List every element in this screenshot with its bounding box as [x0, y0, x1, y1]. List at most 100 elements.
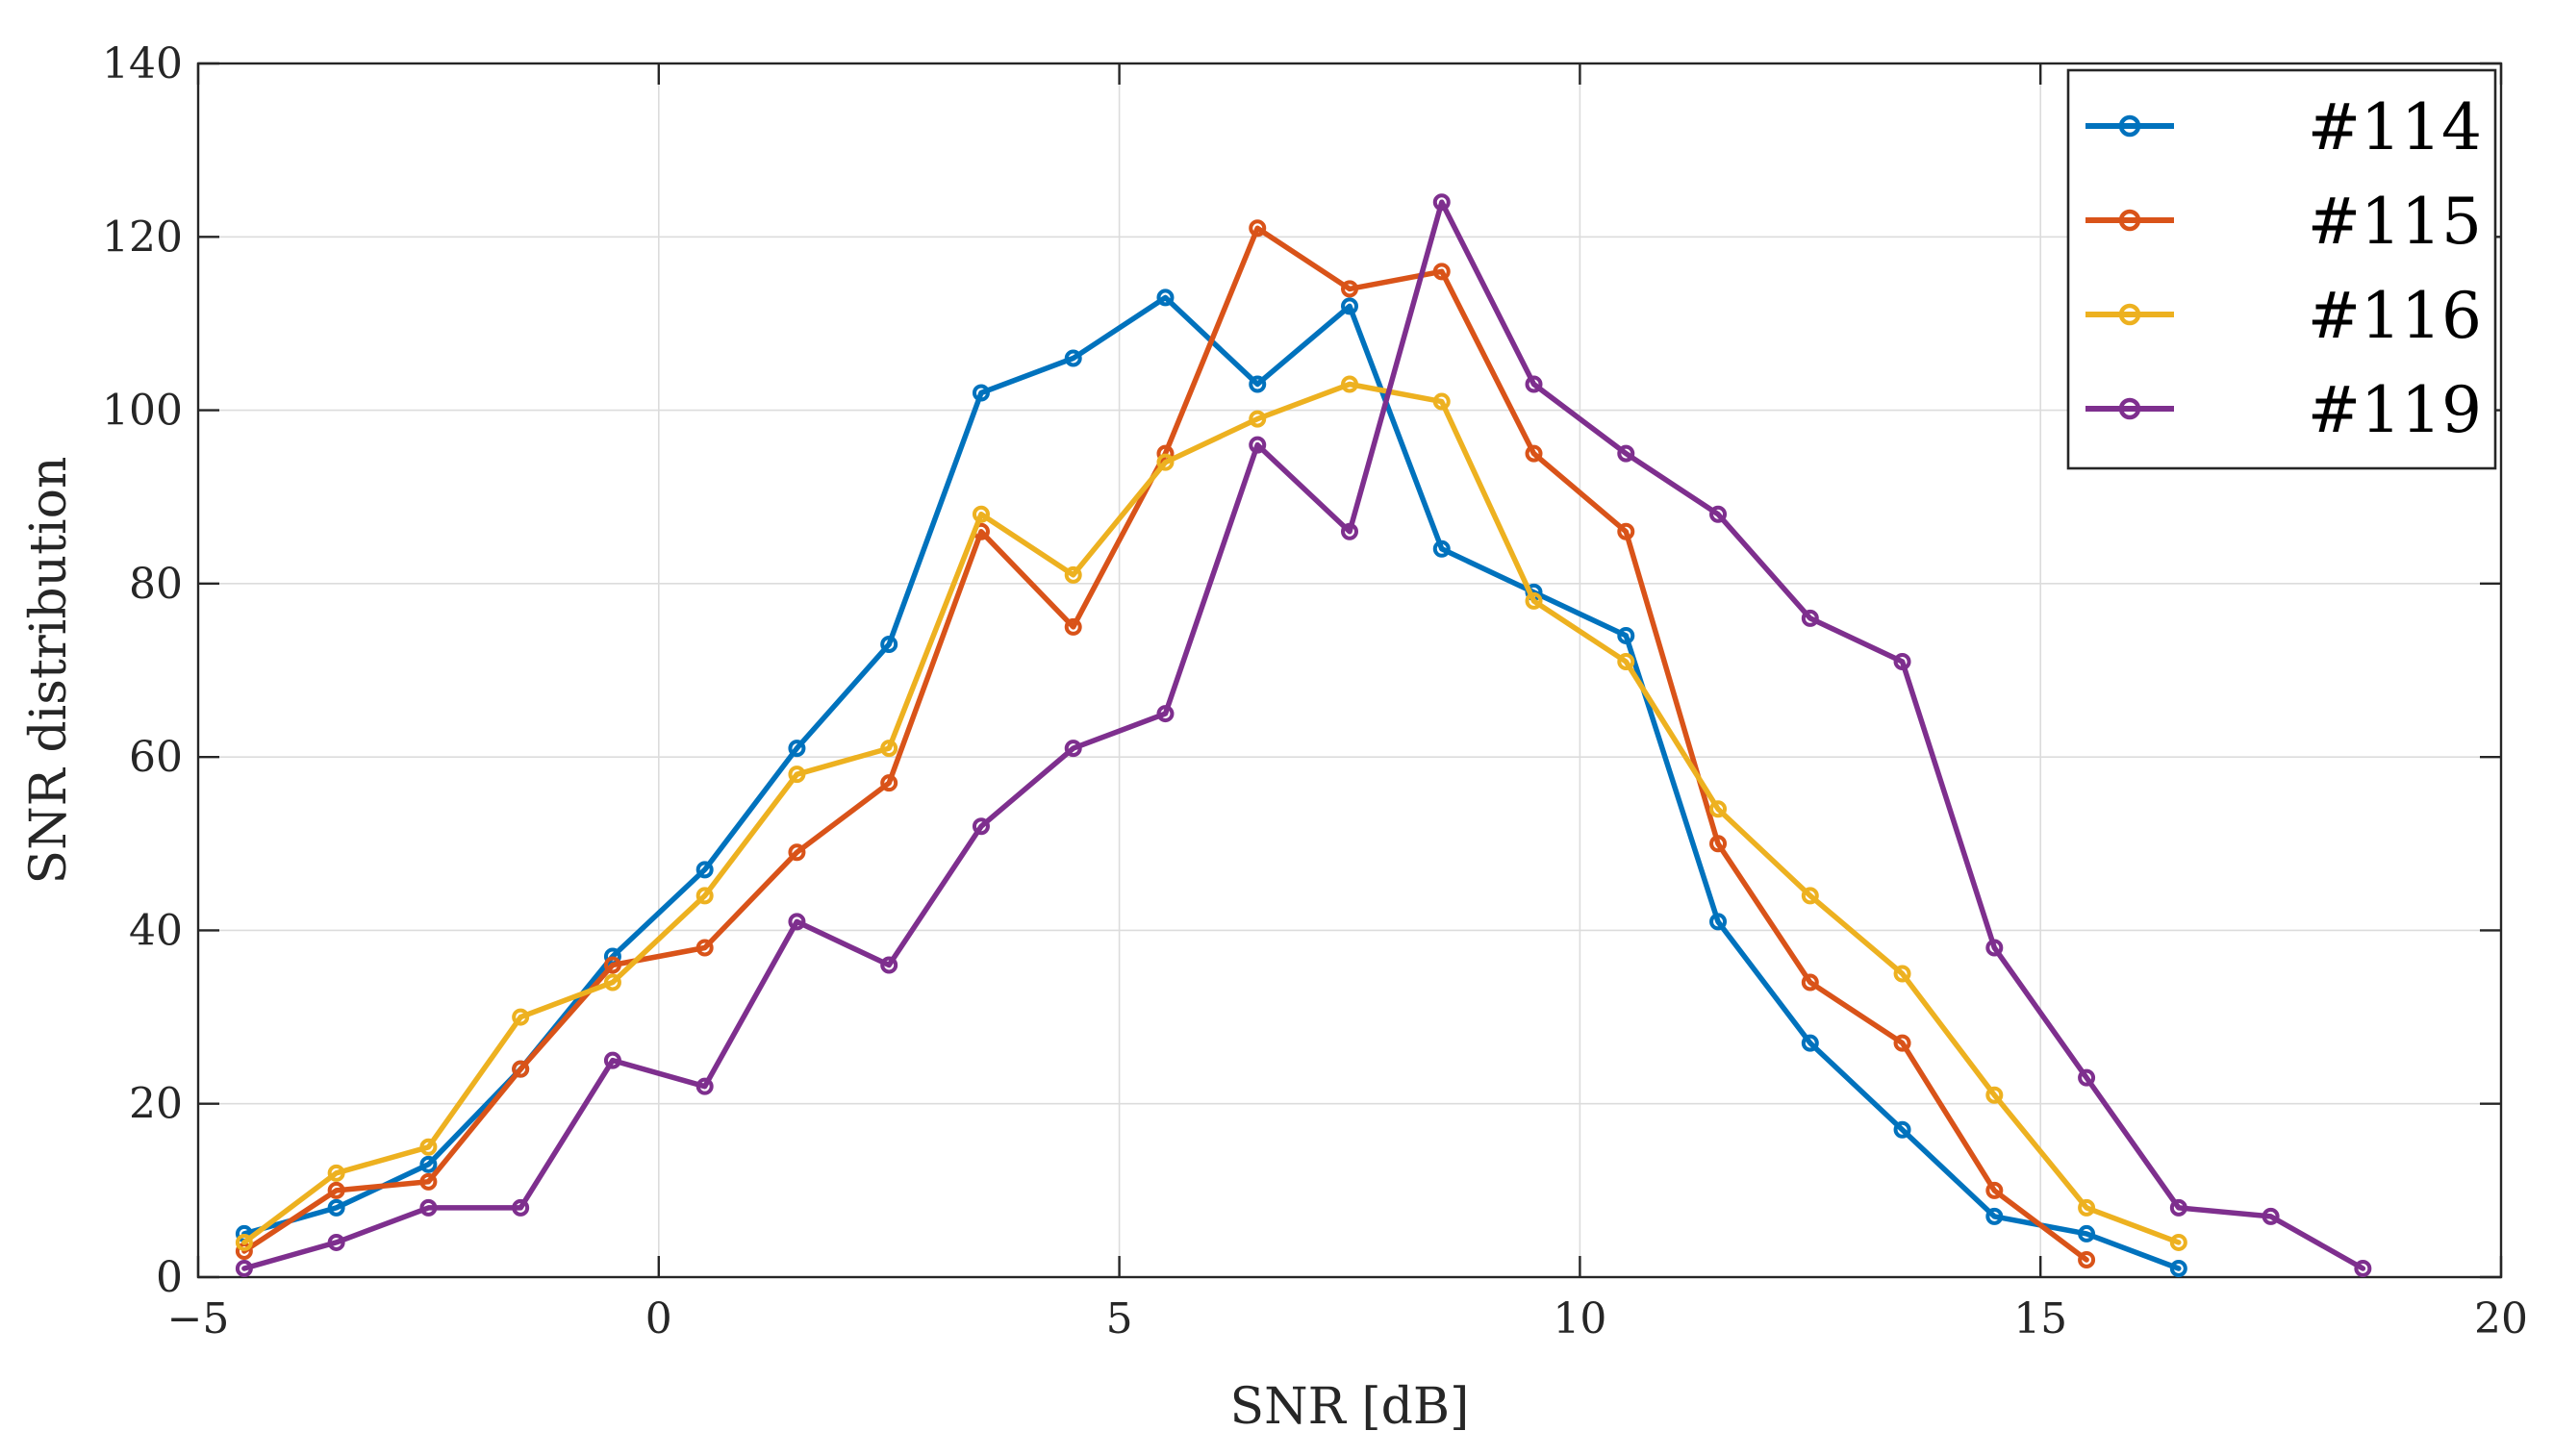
- data-point: [1893, 1034, 1911, 1052]
- data-point: [327, 1181, 345, 1199]
- data-point: [1617, 522, 1635, 540]
- y-tick-label: 60: [129, 733, 183, 782]
- data-point: [972, 505, 990, 523]
- plot-area-frame: [196, 62, 2503, 1279]
- legend-marker: [2118, 397, 2141, 420]
- data-point: [695, 939, 714, 957]
- data-point: [512, 1198, 530, 1217]
- data-point: [972, 384, 990, 402]
- legend-item: #116: [2085, 279, 2482, 353]
- data-point: [1985, 1086, 2004, 1104]
- x-tick-label: 10: [1553, 1294, 1606, 1343]
- series-line: [241, 199, 2366, 1271]
- data-point: [1156, 705, 1175, 723]
- x-axis-label: SNR [dB]: [1230, 1378, 1470, 1436]
- legend-marker: [2118, 209, 2141, 232]
- series-115: [235, 219, 2096, 1268]
- data-point: [695, 1077, 714, 1095]
- data-point: [2078, 1068, 2096, 1087]
- series-line: [241, 381, 2182, 1245]
- data-point: [1341, 280, 1358, 298]
- data-point: [1893, 652, 1911, 670]
- data-point: [1801, 887, 1819, 905]
- data-point: [695, 861, 714, 879]
- data-point: [1893, 965, 1911, 983]
- data-point: [2169, 1198, 2187, 1217]
- data-point: [1064, 349, 1082, 367]
- data-point: [603, 973, 621, 992]
- data-point: [1249, 436, 1267, 454]
- data-point: [1801, 973, 1819, 992]
- data-point: [2078, 1224, 2096, 1243]
- data-point: [1249, 219, 1267, 238]
- data-point: [1249, 410, 1267, 428]
- data-point: [788, 740, 806, 758]
- data-point: [1893, 1120, 1911, 1139]
- x-tick-label: −5: [167, 1294, 230, 1343]
- data-series: [235, 193, 2372, 1277]
- data-point: [1985, 1207, 2004, 1225]
- x-tick-label: 20: [2474, 1294, 2528, 1343]
- legend-label: #116: [2308, 279, 2482, 353]
- data-point: [1064, 617, 1082, 636]
- y-tick-label: 40: [129, 906, 183, 955]
- x-tick-label: 15: [2013, 1294, 2067, 1343]
- data-point: [1617, 652, 1635, 670]
- legend-box: [2066, 68, 2497, 470]
- data-point: [880, 740, 898, 758]
- data-point: [1432, 392, 1451, 411]
- series-116: [235, 375, 2187, 1251]
- data-point: [419, 1198, 438, 1217]
- data-point: [1432, 193, 1451, 212]
- data-point: [2169, 1259, 2187, 1277]
- data-point: [1801, 1034, 1819, 1052]
- series-line: [241, 225, 2089, 1263]
- data-point: [1709, 505, 1728, 523]
- y-tick-label: 100: [102, 387, 183, 436]
- data-point: [695, 887, 714, 905]
- data-point: [1617, 444, 1635, 463]
- series-119: [235, 193, 2372, 1277]
- data-point: [1156, 453, 1175, 471]
- y-axis-label: SNR distribution: [20, 457, 78, 885]
- data-point: [788, 913, 806, 931]
- data-point: [512, 1060, 530, 1078]
- data-point: [1432, 263, 1451, 281]
- data-point: [2078, 1198, 2096, 1217]
- data-point: [1525, 444, 1543, 463]
- data-point: [419, 1138, 438, 1156]
- y-tick-label: 140: [102, 39, 183, 88]
- y-tick-label: 0: [156, 1253, 183, 1302]
- legend-item: #114: [2085, 90, 2482, 164]
- data-point: [972, 817, 990, 836]
- axis-ticks: [196, 62, 2503, 1279]
- legend-item: #115: [2085, 185, 2482, 259]
- data-point: [603, 956, 621, 974]
- y-tick-label: 120: [102, 213, 183, 262]
- data-point: [1525, 591, 1543, 610]
- data-point: [1709, 835, 1728, 853]
- data-point: [512, 1008, 530, 1026]
- legend-label: #115: [2308, 185, 2482, 259]
- data-point: [235, 1259, 253, 1277]
- legend: #114 #115 #116 #119: [2066, 68, 2497, 470]
- data-point: [2169, 1233, 2187, 1251]
- legend-marker: [2118, 303, 2141, 326]
- data-point: [1985, 1181, 2004, 1199]
- legend-marker: [2118, 114, 2141, 138]
- data-point: [2078, 1250, 2096, 1268]
- data-point: [419, 1155, 438, 1173]
- data-point: [1432, 540, 1451, 558]
- data-point: [1064, 740, 1082, 758]
- y-tick-label: 80: [129, 560, 183, 609]
- x-tick-label: 0: [645, 1294, 672, 1343]
- data-point: [2262, 1207, 2280, 1225]
- data-point: [1341, 297, 1358, 315]
- data-point: [1525, 375, 1543, 393]
- data-point: [1064, 565, 1082, 584]
- data-point: [1156, 289, 1175, 307]
- data-point: [880, 956, 898, 974]
- legend-label: #114: [2308, 90, 2482, 164]
